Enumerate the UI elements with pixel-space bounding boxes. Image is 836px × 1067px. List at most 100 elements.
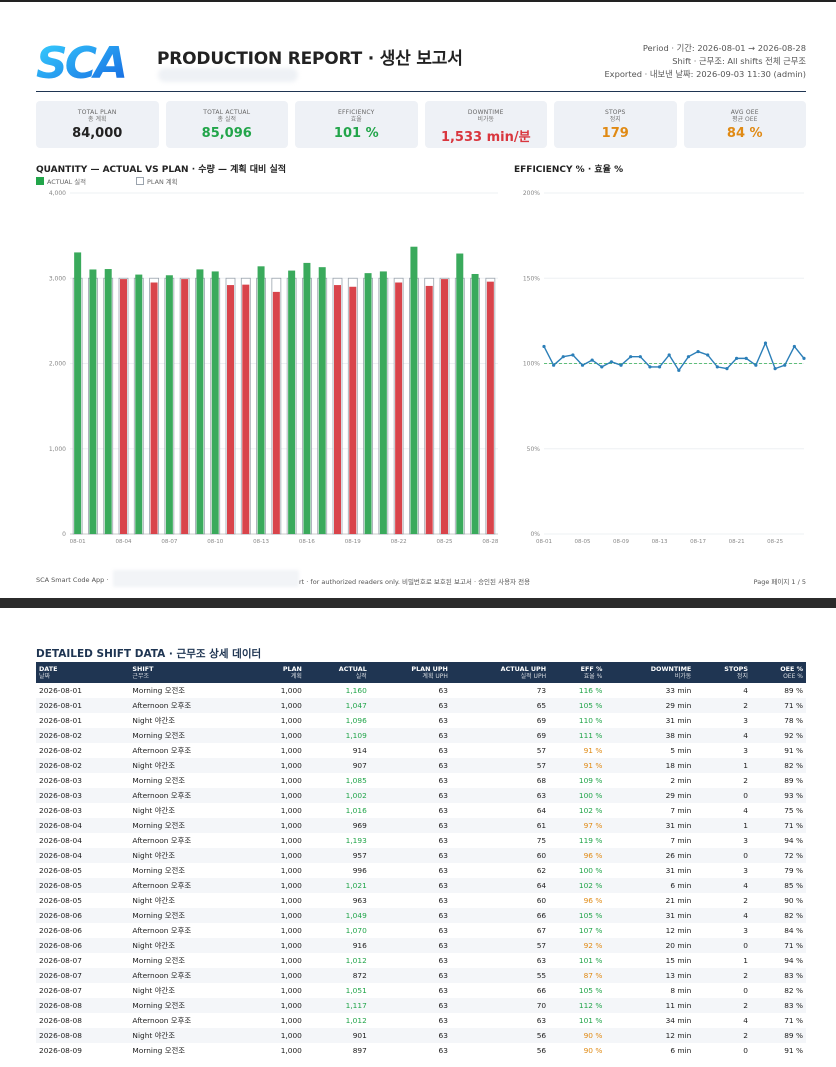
table-cell: 2026-08-04	[36, 848, 130, 863]
table-cell: Morning 오전조	[129, 728, 254, 743]
table-cell: 105 %	[549, 908, 606, 923]
table-cell: 2026-08-08	[36, 998, 130, 1013]
table-cell: 1,000	[280, 1046, 302, 1055]
table-cell: 63	[369, 698, 451, 713]
table-cell: 72 %	[750, 848, 806, 863]
legend-plan-swatch	[136, 177, 145, 185]
table-cell: 1,000	[280, 806, 302, 815]
efficiency-point	[677, 368, 681, 372]
table-row: 2026-08-04 Afternoon 오후조 1,000 1,193 63 75 119…	[36, 833, 806, 848]
table-cell: 914	[352, 746, 367, 755]
table-cell: Morning 오전조	[132, 776, 186, 785]
table-cell: 1,000	[280, 926, 302, 935]
table-body: 2026-08-01 Morning 오전조 1,000 1,160 63 73 116 %…	[36, 683, 806, 1058]
table-cell: 1	[743, 956, 748, 965]
column-header-ko: 근무조	[132, 673, 149, 680]
table-cell: 2026-08-06	[39, 926, 82, 935]
column-header-en: ACTUAL UPH	[500, 665, 547, 673]
table-cell: 1,016	[345, 806, 367, 815]
y-tick-label: 1,000	[49, 446, 66, 453]
table-cell: 2026-08-07	[39, 956, 82, 965]
legend-actual: ACTUAL 실적	[36, 177, 86, 186]
table-cell: 1,000	[253, 788, 305, 803]
table-cell: 96 %	[583, 896, 603, 905]
table-cell: 63	[438, 1016, 448, 1025]
kpi-card-total-actual: TOTAL ACTUAL 총 실적 85,096	[165, 101, 288, 148]
actual-bar	[471, 273, 479, 534]
kpi-value: 101 %	[333, 126, 379, 141]
x-tick-label: 08-25	[437, 539, 453, 545]
column-header: OEE % OEE %	[751, 662, 806, 683]
svg-text:SCA: SCA	[36, 40, 125, 84]
table-cell: 1,047	[304, 698, 370, 713]
table-cell: 2	[694, 1028, 751, 1043]
quantity-chart: 0 1,000 2,000 3,000 4,000 08-01 08-04 08-07 08-1…	[49, 190, 499, 545]
table-cell: 3	[743, 716, 748, 725]
table-cell: 4	[694, 728, 751, 743]
x-tick-label: 08-16	[299, 539, 315, 545]
column-header-ko: 정지	[736, 673, 748, 680]
table-cell: 1	[694, 818, 751, 833]
footer-redacted	[113, 570, 299, 587]
table-cell: 63	[438, 806, 448, 815]
table-cell: 96 %	[549, 848, 606, 863]
table-cell: 75	[536, 836, 547, 845]
table-cell: 2026-08-07	[36, 968, 130, 983]
table-cell: 1,000	[253, 938, 305, 953]
table-cell: Night 야간조	[129, 938, 254, 953]
table-cell: 31 min	[665, 716, 692, 725]
table-cell: 63	[369, 998, 451, 1013]
table-cell: Afternoon 오후조	[129, 788, 254, 803]
quantity-chart-legend: ACTUAL 실적 PLAN 계획	[36, 177, 178, 186]
table-cell: 63	[369, 758, 451, 773]
table-cell: 1	[694, 758, 751, 773]
table-cell: 100 %	[578, 866, 603, 875]
x-tick-label: 08-05	[575, 539, 591, 545]
table-cell: 101 %	[578, 956, 603, 965]
footer-page-number: Page 페이지 1 / 5	[753, 578, 806, 586]
table-cell: 2	[694, 698, 751, 713]
table-cell: 963	[352, 896, 367, 905]
table-cell: 20 min	[605, 938, 695, 953]
efficiency-point	[629, 355, 633, 359]
table-cell: 2026-08-07	[39, 986, 82, 995]
table-row: 2026-08-04 Morning 오전조 1,000 969 63 61 97 % 31 …	[36, 818, 806, 833]
table-cell: 63	[536, 1016, 547, 1025]
table-cell: 1,000	[253, 758, 305, 773]
table-cell: 69	[450, 728, 550, 743]
column-header-ko: 실적	[355, 673, 367, 680]
efficiency-point	[600, 365, 604, 369]
table-cell: Afternoon 오후조	[132, 1016, 192, 1025]
table-row: 2026-08-08 Morning 오전조 1,000 1,117 63 70 112 %…	[36, 998, 806, 1013]
table-cell: 63	[438, 896, 448, 905]
table-cell: 1,000	[280, 686, 302, 695]
kpi-card-efficiency: EFFICIENCY 효율 101 %	[295, 101, 418, 148]
table-cell: Night 야간조	[132, 896, 176, 905]
table-cell: 91 %	[784, 746, 803, 755]
column-header-en: DATE	[39, 665, 58, 673]
table-cell: 15 min	[665, 956, 692, 965]
kpi-value: 179	[601, 126, 629, 141]
kpi-row: TOTAL PLAN 총 계획 84,000 TOTAL ACTUAL 총 실적 85,…	[36, 101, 806, 148]
table-cell: 90 %	[583, 1046, 603, 1055]
column-header-en: ACTUAL	[338, 665, 367, 673]
table-cell: 63	[438, 716, 448, 725]
table-cell: 29 min	[605, 788, 695, 803]
table-cell: 71 %	[750, 818, 806, 833]
table-cell: 57	[450, 938, 550, 953]
kpi-value: 84 %	[726, 126, 763, 141]
report-title: PRODUCTION REPORT · 생산 보고서	[157, 49, 463, 69]
table-cell: 82 %	[750, 758, 806, 773]
efficiency-point	[542, 344, 546, 349]
table-cell: 13 min	[605, 968, 695, 983]
table-cell: Morning 오전조	[132, 1046, 186, 1055]
table-cell: 1,000	[280, 986, 302, 995]
actual-bar	[135, 274, 143, 534]
quantity-chart-title: QUANTITY — ACTUAL VS PLAN · 수량 — 계획 대비 실…	[36, 165, 287, 175]
table-cell: Morning 오전조	[132, 866, 186, 875]
actual-bar	[257, 266, 265, 534]
x-tick-label: 08-10	[207, 539, 223, 545]
header-divider	[36, 91, 806, 92]
table-cell: 1,021	[304, 878, 370, 893]
efficiency-point	[696, 349, 700, 354]
